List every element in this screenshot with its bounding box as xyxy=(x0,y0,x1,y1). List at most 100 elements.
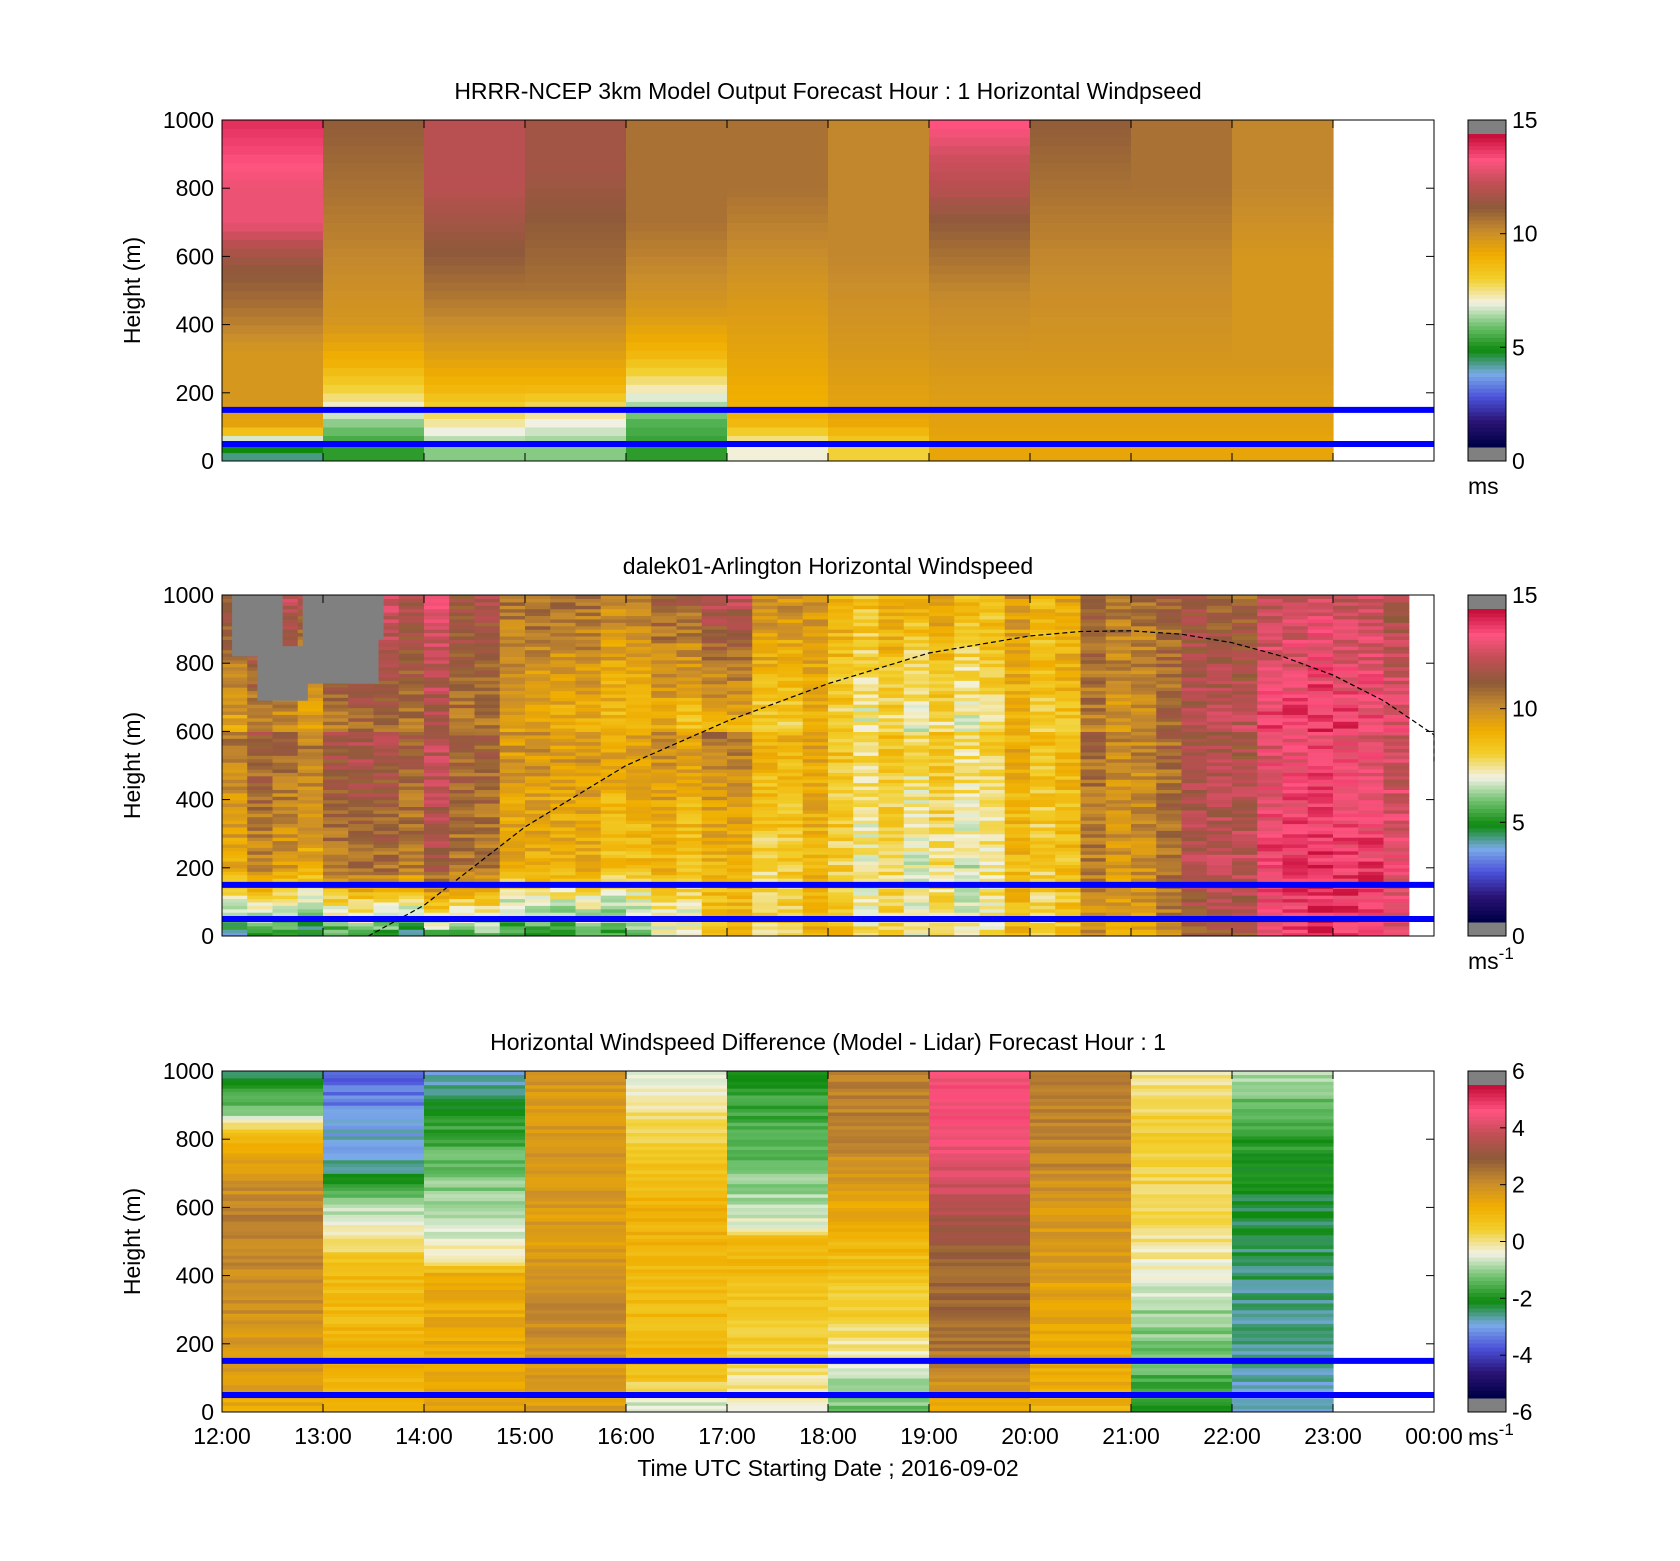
heatmap-cell xyxy=(1257,860,1284,865)
heatmap-cell xyxy=(1055,724,1082,729)
heatmap-cell xyxy=(903,625,930,630)
heatmap-cell xyxy=(1080,673,1107,678)
heatmap-cell xyxy=(903,635,930,640)
heatmap-cell xyxy=(272,704,299,709)
heatmap-cell xyxy=(1257,751,1284,756)
heatmap-cell xyxy=(499,663,526,668)
heatmap-cell xyxy=(272,929,299,934)
heatmap-cell xyxy=(878,809,905,814)
heatmap-cell xyxy=(1206,929,1233,934)
heatmap-cell xyxy=(727,350,829,360)
heatmap-cell xyxy=(1307,673,1334,678)
heatmap-cell xyxy=(752,618,779,623)
heatmap-cell xyxy=(878,792,905,797)
heatmap-cell xyxy=(929,717,955,722)
heatmap-cell xyxy=(903,652,930,657)
heatmap-cell xyxy=(1105,823,1132,828)
heatmap-cell xyxy=(752,908,779,913)
heatmap-cell xyxy=(929,663,955,668)
heatmap-cell xyxy=(525,857,551,862)
heatmap-cell xyxy=(878,799,905,804)
heatmap-cell xyxy=(1232,375,1334,385)
heatmap-cell xyxy=(575,745,602,750)
heatmap-cell xyxy=(878,820,905,825)
heatmap-cell xyxy=(373,595,400,600)
heatmap-cell xyxy=(929,120,1031,130)
heatmap-cell xyxy=(853,625,880,630)
heatmap-cell xyxy=(752,874,779,879)
heatmap-cell xyxy=(676,765,703,770)
heatmap-cell xyxy=(828,230,930,240)
heatmap-cell xyxy=(1030,775,1056,780)
heatmap-cell xyxy=(323,273,425,283)
heatmap-cell xyxy=(1156,738,1183,743)
heatmap-cell xyxy=(297,779,324,784)
heatmap-cell xyxy=(398,895,425,900)
heatmap-cell xyxy=(752,765,779,770)
heatmap-cell xyxy=(499,925,526,930)
heatmap-cell xyxy=(424,452,526,461)
heatmap-cell xyxy=(802,738,829,743)
heatmap-cell xyxy=(1030,741,1056,746)
heatmap-cell xyxy=(247,922,274,927)
heatmap-cell xyxy=(1080,860,1107,865)
heatmap-cell xyxy=(954,731,981,736)
heatmap-cell xyxy=(499,820,526,825)
heatmap-cell xyxy=(979,635,1006,640)
heatmap-cell xyxy=(1232,785,1258,790)
heatmap-cell xyxy=(828,350,930,360)
heatmap-cell xyxy=(499,908,526,913)
heatmap-cell xyxy=(727,710,753,715)
colorbar-swatch xyxy=(1468,310,1506,315)
heatmap-cell xyxy=(424,179,526,189)
heatmap-cell xyxy=(1131,932,1157,936)
heatmap-cell xyxy=(1030,171,1132,181)
heatmap-cell xyxy=(979,738,1006,743)
heatmap-cell xyxy=(297,857,324,862)
heatmap-cell xyxy=(247,704,274,709)
heatmap-cell xyxy=(398,826,425,831)
colorbar-swatch xyxy=(1468,200,1506,205)
heatmap-cell xyxy=(575,652,602,657)
heatmap-cell xyxy=(676,731,703,736)
heatmap-cell xyxy=(398,687,425,692)
heatmap-cell xyxy=(348,864,375,869)
heatmap-cell xyxy=(348,806,375,811)
heatmap-cell xyxy=(525,418,627,428)
heatmap-cell xyxy=(979,700,1006,705)
heatmap-cell xyxy=(752,727,779,732)
heatmap-cell xyxy=(727,642,753,647)
heatmap-cell xyxy=(828,307,930,317)
heatmap-cell xyxy=(575,731,602,736)
heatmap-cell xyxy=(878,837,905,842)
heatmap-cell xyxy=(626,840,652,845)
heatmap-cell xyxy=(1156,741,1183,746)
heatmap-cell xyxy=(1105,659,1132,664)
heatmap-cell xyxy=(1232,426,1334,437)
heatmap-cell xyxy=(752,700,779,705)
heatmap-cell xyxy=(777,639,804,644)
heatmap-cell xyxy=(954,823,981,828)
colorbar-swatch xyxy=(1468,263,1506,268)
heatmap-cell xyxy=(222,435,324,445)
colorbar-swatch xyxy=(1468,251,1506,256)
heatmap-cell xyxy=(550,680,577,685)
heatmap-cell xyxy=(929,659,955,664)
heatmap-cell xyxy=(878,704,905,709)
heatmap-cell xyxy=(1131,188,1233,198)
heatmap-cell xyxy=(449,823,476,828)
heatmap-cell xyxy=(1232,264,1334,275)
heatmap-cell xyxy=(1282,704,1309,709)
heatmap-cell xyxy=(1156,816,1183,821)
heatmap-cell xyxy=(929,213,1031,223)
heatmap-cell xyxy=(1232,666,1258,671)
heatmap-cell xyxy=(525,912,551,917)
heatmap-cell xyxy=(323,854,349,859)
heatmap-cell xyxy=(449,765,476,770)
heatmap-cell xyxy=(1232,632,1258,637)
heatmap-cell xyxy=(929,707,955,712)
heatmap-cell xyxy=(373,622,400,627)
heatmap-cell xyxy=(1105,878,1132,883)
heatmap-cell xyxy=(752,663,779,668)
heatmap-cell xyxy=(272,867,299,872)
